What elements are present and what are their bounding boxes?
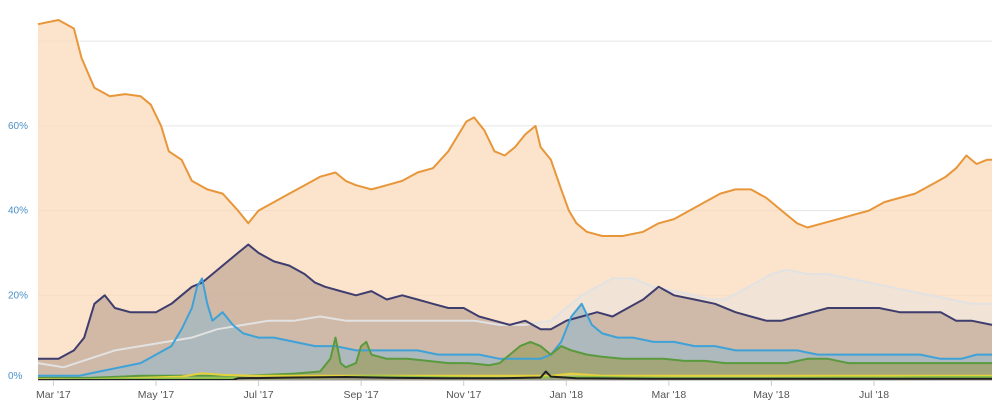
y-tick-label: 20%: [8, 290, 28, 301]
x-tick-label: Mar '18: [652, 389, 687, 401]
series-line-7: [38, 370, 992, 381]
x-tick-label: May '18: [753, 389, 790, 401]
x-axis-ticks: Mar '17 May '17 Jul '17 Sep '17 Nov '17 Jan '…: [36, 380, 889, 401]
series-line-1: [37, 268, 992, 369]
series-line-0: [37, 19, 992, 237]
x-tick-label: Sep '17: [343, 389, 378, 401]
x-tick-label: Jul '17: [244, 389, 274, 401]
y-tick-label: 60%: [8, 121, 28, 132]
y-axis-ticks: 0% 20% 40% 60%: [8, 121, 28, 382]
series-line-4: [38, 336, 992, 379]
series-line-2: [38, 243, 993, 360]
x-tick-label: Mar '17: [36, 389, 71, 401]
series-lines: [37, 19, 993, 381]
x-tick-label: Jul '18: [859, 389, 889, 401]
x-tick-label: May '17: [138, 389, 175, 401]
series-line-3: [38, 277, 992, 377]
x-tick-label: Jan '18: [550, 389, 584, 401]
series-area-3: [38, 278, 992, 380]
y-tick-label: 0%: [8, 371, 23, 382]
series-line-5: [38, 372, 992, 381]
series-areas: [38, 20, 992, 380]
x-tick-label: Nov '17: [446, 389, 481, 401]
y-tick-label: 40%: [8, 206, 28, 217]
